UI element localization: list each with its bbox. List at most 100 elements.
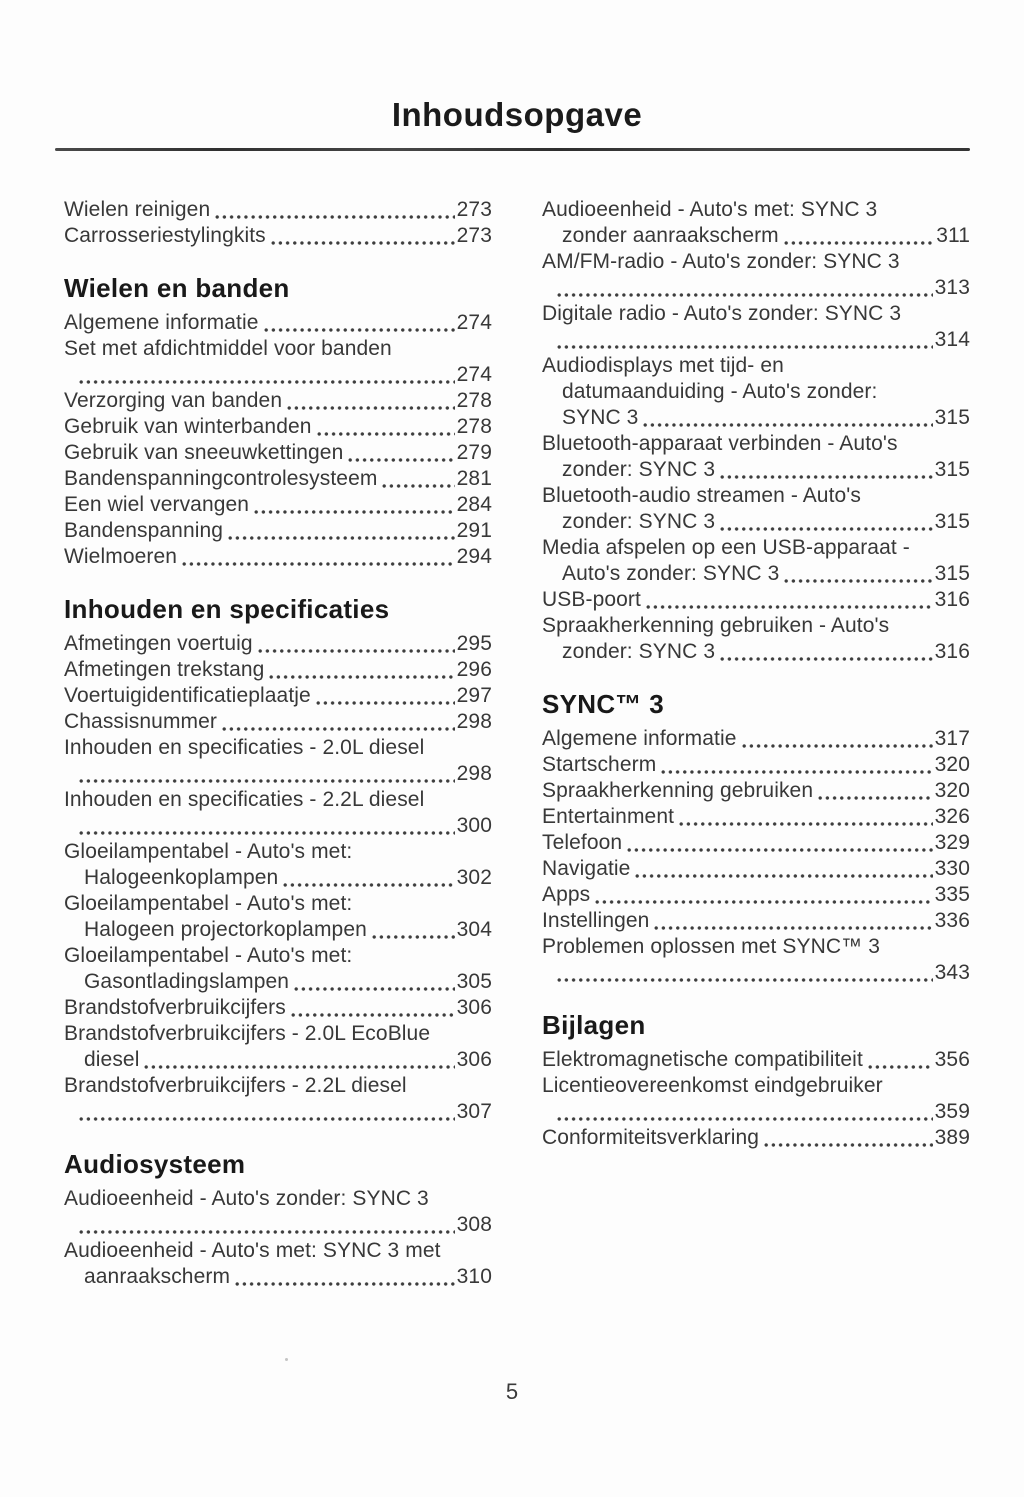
- dot-leader: [235, 1264, 455, 1290]
- toc-entry-text-line: Audioeenheid - Auto's met: SYNC 3 met: [64, 1239, 441, 1262]
- toc-entry-final-line: Auto's zonder: SYNC 3 315: [542, 561, 970, 587]
- toc-page-number: 389: [934, 1126, 970, 1149]
- toc-page-number: 326: [934, 805, 970, 828]
- dot-leader: [315, 683, 455, 709]
- toc-page-number: 315: [934, 406, 970, 429]
- toc-entry-final-line: Bandenspanning 291: [64, 518, 492, 544]
- toc-page-number: 300: [456, 814, 492, 837]
- dot-leader: [557, 327, 933, 353]
- toc-page-number: 298: [456, 762, 492, 785]
- toc-entry-title: Afmetingen trekstang: [64, 658, 265, 681]
- dot-leader: [215, 197, 455, 223]
- dot-leader: [635, 856, 933, 882]
- toc-page-number: 316: [934, 588, 970, 611]
- toc-entry-title: Instellingen: [542, 909, 650, 932]
- toc-entry: Algemene informatie 274: [64, 310, 492, 336]
- toc-page-number: 310: [456, 1265, 492, 1288]
- dot-leader: [316, 414, 455, 440]
- dot-leader: [294, 969, 455, 995]
- dot-leader: [557, 275, 933, 301]
- toc-entry: Algemene informatie 317: [542, 726, 970, 752]
- toc-entry-text-line: AM/FM-radio - Auto's zonder: SYNC 3: [542, 250, 900, 273]
- toc-entry: Set met afdichtmiddel voor banden 274: [64, 336, 492, 388]
- toc-page-number: 315: [934, 562, 970, 585]
- toc-entry: Gloeilampentabel - Auto's met: Gasontladi…: [64, 943, 492, 995]
- dot-leader: [257, 631, 455, 657]
- dot-leader: [254, 492, 455, 518]
- toc-entry-text-line: Gloeilampentabel - Auto's met:: [64, 892, 353, 915]
- dot-leader: [867, 1047, 933, 1073]
- toc-entry-title: zonder: SYNC 3: [562, 640, 716, 663]
- toc-entry-title: Bandenspanningcontrolesysteem: [64, 467, 378, 490]
- toc-page-number: 320: [934, 779, 970, 802]
- toc-entry-title: Spraakherkenning gebruiken: [542, 779, 814, 802]
- toc-page-number: 315: [934, 510, 970, 533]
- toc-entry-final-line: 314: [542, 327, 970, 353]
- toc-entry: Apps 335: [542, 882, 970, 908]
- toc-entry-final-line: Algemene informatie 317: [542, 726, 970, 752]
- toc-entry: Chassisnummer 298: [64, 709, 492, 735]
- toc-entry-final-line: Voertuigidentificatieplaatje 297: [64, 683, 492, 709]
- toc-entry-final-line: Apps 335: [542, 882, 970, 908]
- toc-entry: Bluetooth-apparaat verbinden - Auto's zon…: [542, 431, 970, 483]
- dot-leader: [764, 1125, 933, 1151]
- toc-entry-final-line: Gasontladingslampen 305: [64, 969, 492, 995]
- toc-entry: Brandstofverbruikcijfers 306: [64, 995, 492, 1021]
- toc-entry-final-line: 300: [64, 813, 492, 839]
- toc-entry-title: Algemene informatie: [542, 727, 737, 750]
- toc-entry: Voertuigidentificatieplaatje 297: [64, 683, 492, 709]
- toc-entry-final-line: Entertainment 326: [542, 804, 970, 830]
- dot-leader: [741, 726, 933, 752]
- toc-entry: Bluetooth-audio streamen - Auto's zonder:…: [542, 483, 970, 535]
- toc-entry-title: Chassisnummer: [64, 710, 218, 733]
- toc-page-number: 311: [936, 224, 970, 247]
- dot-leader: [661, 752, 933, 778]
- dot-leader: [79, 1099, 455, 1125]
- toc-entry-title: Startscherm: [542, 753, 657, 776]
- toc-entry-final-line: Gebruik van sneeuwkettingen 279: [64, 440, 492, 466]
- dot-leader: [79, 1212, 455, 1238]
- dot-leader: [290, 995, 455, 1021]
- toc-entry-title: Afmetingen voertuig: [64, 632, 253, 655]
- toc-entry: Afmetingen trekstang 296: [64, 657, 492, 683]
- toc-entry-text-line: Audioeenheid - Auto's met: SYNC 3: [542, 198, 878, 221]
- toc-entry-title: Entertainment: [542, 805, 675, 828]
- dot-leader: [783, 223, 935, 249]
- dot-leader: [79, 362, 455, 388]
- dot-leader: [595, 882, 933, 908]
- toc-entry: Brandstofverbruikcijfers - 2.0L EcoBlue d…: [64, 1021, 492, 1073]
- toc-entry: Instellingen 336: [542, 908, 970, 934]
- toc-entry-final-line: Startscherm 320: [542, 752, 970, 778]
- section-heading: Bijlagen: [542, 1010, 646, 1040]
- toc-page-number: 278: [456, 389, 492, 412]
- toc-entry-title: USB-poort: [542, 588, 641, 611]
- toc-entry: Audioeenheid - Auto's met: SYNC 3 met aan…: [64, 1238, 492, 1290]
- toc-page-number: 307: [456, 1100, 492, 1123]
- toc-entry: Media afspelen op een USB-apparaat - Auto…: [542, 535, 970, 587]
- toc-page-number: 304: [456, 918, 492, 941]
- toc-entry-final-line: Chassisnummer 298: [64, 709, 492, 735]
- toc-entry-title: Halogeenkoplampen: [84, 866, 279, 889]
- toc-page-number: 305: [456, 970, 492, 993]
- toc-entry-text-line: Brandstofverbruikcijfers - 2.2L diesel: [64, 1074, 407, 1097]
- toc-entry-final-line: Navigatie 330: [542, 856, 970, 882]
- dot-leader: [557, 1099, 933, 1125]
- toc-column-right: Audioeenheid - Auto's met: SYNC 3 zonder …: [542, 197, 970, 1290]
- toc-entry-title: Gebruik van sneeuwkettingen: [64, 441, 344, 464]
- toc-entry: Spraakherkenning gebruiken 320: [542, 778, 970, 804]
- toc-page-number: 291: [456, 519, 492, 542]
- section-heading: Inhouden en specificaties: [64, 594, 390, 624]
- toc-entry-final-line: Wielen reinigen 273: [64, 197, 492, 223]
- dot-leader: [784, 561, 933, 587]
- toc-page-number: 302: [456, 866, 492, 889]
- dot-leader: [182, 544, 455, 570]
- toc-entry: Een wiel vervangen 284: [64, 492, 492, 518]
- toc-entry-title: Conformiteitsverklaring: [542, 1126, 760, 1149]
- toc-columns: Wielen reinigen 273 Carrosseriestylingkits…: [64, 197, 970, 1290]
- toc-entry-text-line: datumaanduiding - Auto's zonder:: [562, 380, 878, 403]
- toc-entry: Startscherm 320: [542, 752, 970, 778]
- page-title: Inhoudsopgave: [391, 96, 643, 133]
- toc-page-number: 316: [934, 640, 970, 663]
- toc-entry-text-line: Gloeilampentabel - Auto's met:: [64, 840, 353, 863]
- toc-entry-title: Wielen reinigen: [64, 198, 211, 221]
